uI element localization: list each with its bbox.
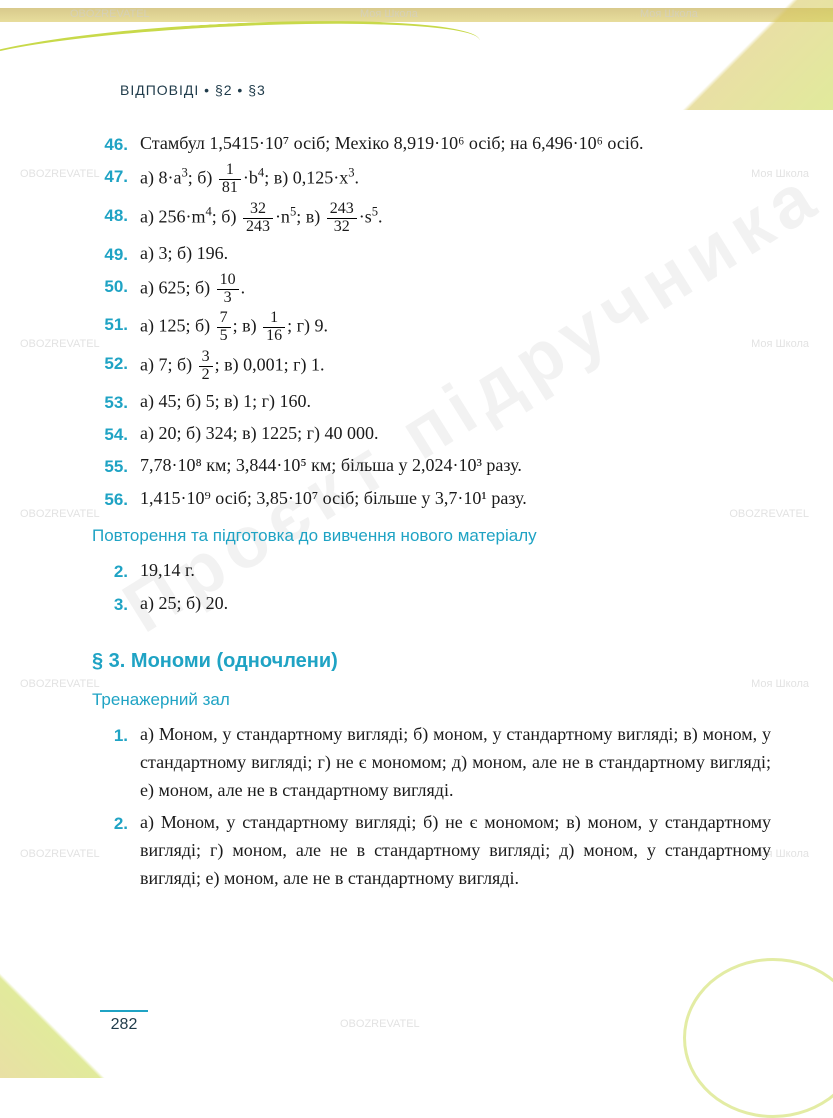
answer-text: а) 625; б) 103. (140, 272, 771, 307)
answer-row: 3. а) 25; б) 20. (92, 590, 771, 618)
content-area: 46. Стамбул 1,5415·10⁷ осіб; Мехіко 8,919… (92, 130, 771, 897)
answer-number: 56. (92, 485, 128, 513)
answer-text: Стамбул 1,5415·10⁷ осіб; Мехіко 8,919·10… (140, 130, 771, 158)
answer-text: а) 25; б) 20. (140, 590, 771, 618)
answer-number: 48. (92, 201, 128, 229)
answer-text: 1,415·10⁹ осіб; 3,85·10⁷ осіб; більше у … (140, 485, 771, 513)
answer-number: 52. (92, 349, 128, 377)
answer-row: 54. а) 20; б) 324; в) 1225; г) 40 000. (92, 420, 771, 448)
answer-number: 53. (92, 388, 128, 416)
answer-text: а) Моном, у стандартному вигляді; б) не … (140, 809, 771, 893)
answer-text: 19,14 г. (140, 557, 771, 585)
answer-number: 2. (92, 809, 128, 837)
answer-row: 56. 1,415·10⁹ осіб; 3,85·10⁷ осіб; більше… (92, 485, 771, 513)
answer-text: а) 125; б) 75; в) 116; г) 9. (140, 310, 771, 345)
page-number: 282 (100, 1010, 148, 1034)
review-list: 2. 19,14 г. 3. а) 25; б) 20. (92, 557, 771, 618)
answer-number: 54. (92, 420, 128, 448)
answer-row: 48. а) 256·m4; б) 32243·n5; в) 24332·s5. (92, 201, 771, 236)
answer-row: 55. 7,78·10⁸ км; 3,844·10⁵ км; більша у 2… (92, 452, 771, 480)
answer-row: 1. а) Моном, у стандартному вигляді; б) м… (92, 721, 771, 805)
answer-row: 49. а) 3; б) 196. (92, 240, 771, 268)
answer-number: 3. (92, 590, 128, 618)
answer-text: а) 7; б) 32; в) 0,001; г) 1. (140, 349, 771, 384)
answer-row: 2. 19,14 г. (92, 557, 771, 585)
page-header: ВІДПОВІДІ • §2 • §3 (120, 82, 266, 98)
answer-text: а) 256·m4; б) 32243·n5; в) 24332·s5. (140, 201, 771, 236)
answers-list: 46. Стамбул 1,5415·10⁷ осіб; Мехіко 8,919… (92, 130, 771, 513)
answer-number: 49. (92, 240, 128, 268)
answer-number: 55. (92, 452, 128, 480)
answer-row: 51. а) 125; б) 75; в) 116; г) 9. (92, 310, 771, 345)
answer-number: 2. (92, 557, 128, 585)
answer-row: 47. а) 8·a3; б) 181·b4; в) 0,125·x3. (92, 162, 771, 197)
trainer-title: Тренажерний зал (92, 687, 771, 713)
review-title: Повторення та підготовка до вивчення нов… (92, 523, 771, 549)
top-right-accent (653, 0, 833, 110)
answer-row: 2. а) Моном, у стандартному вигляді; б) н… (92, 809, 771, 893)
answer-number: 47. (92, 162, 128, 190)
answer-row: 52. а) 7; б) 32; в) 0,001; г) 1. (92, 349, 771, 384)
answer-text: а) 20; б) 324; в) 1225; г) 40 000. (140, 420, 771, 448)
answer-row: 46. Стамбул 1,5415·10⁷ осіб; Мехіко 8,919… (92, 130, 771, 158)
answer-number: 46. (92, 130, 128, 158)
answer-text: а) 3; б) 196. (140, 240, 771, 268)
answer-row: 50. а) 625; б) 103. (92, 272, 771, 307)
section-3-title: § 3. Мономи (одночлени) (92, 646, 771, 677)
answer-text: а) 45; б) 5; в) 1; г) 160. (140, 388, 771, 416)
answer-number: 50. (92, 272, 128, 300)
answer-text: а) Моном, у стандартному вигляді; б) мон… (140, 721, 771, 805)
answer-number: 1. (92, 721, 128, 749)
answer-row: 53. а) 45; б) 5; в) 1; г) 160. (92, 388, 771, 416)
answer-number: 51. (92, 310, 128, 338)
trainer-list: 1. а) Моном, у стандартному вигляді; б) м… (92, 721, 771, 892)
answer-text: 7,78·10⁸ км; 3,844·10⁵ км; більша у 2,02… (140, 452, 771, 480)
answer-text: а) 8·a3; б) 181·b4; в) 0,125·x3. (140, 162, 771, 197)
